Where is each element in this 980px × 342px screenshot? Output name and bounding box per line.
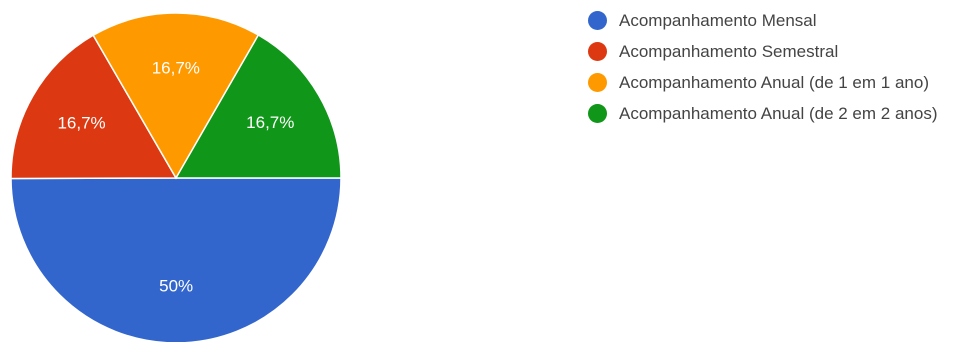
slice-value-label-mensal: 50%: [159, 276, 193, 295]
legend-swatch-mensal: [588, 11, 607, 30]
pie-slice-mensal[interactable]: [10, 177, 342, 342]
legend-item-mensal[interactable]: Acompanhamento Mensal: [588, 8, 978, 33]
legend-swatch-anual-1: [588, 73, 607, 92]
slice-value-label-semestral: 16,7%: [57, 113, 105, 132]
slice-value-label-anual-1: 16,7%: [152, 59, 200, 78]
legend-item-semestral[interactable]: Acompanhamento Semestral: [588, 39, 978, 64]
legend-item-anual-1[interactable]: Acompanhamento Anual (de 1 em 1 ano): [588, 70, 978, 95]
legend-item-anual-2[interactable]: Acompanhamento Anual (de 2 em 2 anos): [588, 101, 978, 126]
pie-slice-anual-2[interactable]: [174, 33, 342, 179]
slice-value-label-anual-2: 16,7%: [246, 113, 294, 132]
chart-legend: Acompanhamento Mensal Acompanhamento Sem…: [588, 8, 978, 132]
legend-label-mensal: Acompanhamento Mensal: [619, 11, 817, 30]
legend-label-anual-2: Acompanhamento Anual (de 2 em 2 anos): [619, 104, 938, 123]
legend-swatch-semestral: [588, 42, 607, 61]
pie-slice-semestral[interactable]: [10, 34, 178, 180]
pie-chart: 50% 16,7% 16,7% 16,7%: [10, 12, 342, 342]
pie-slice-anual-1[interactable]: [92, 12, 260, 180]
legend-swatch-anual-2: [588, 104, 607, 123]
legend-label-semestral: Acompanhamento Semestral: [619, 42, 839, 61]
legend-label-anual-1: Acompanhamento Anual (de 1 em 1 ano): [619, 73, 929, 92]
